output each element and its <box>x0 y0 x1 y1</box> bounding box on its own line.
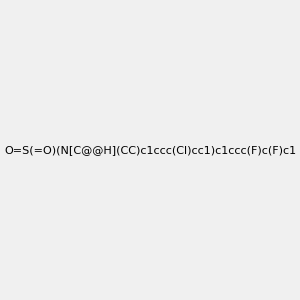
Text: O=S(=O)(N[C@@H](CC)c1ccc(Cl)cc1)c1ccc(F)c(F)c1: O=S(=O)(N[C@@H](CC)c1ccc(Cl)cc1)c1ccc(F)… <box>4 145 296 155</box>
